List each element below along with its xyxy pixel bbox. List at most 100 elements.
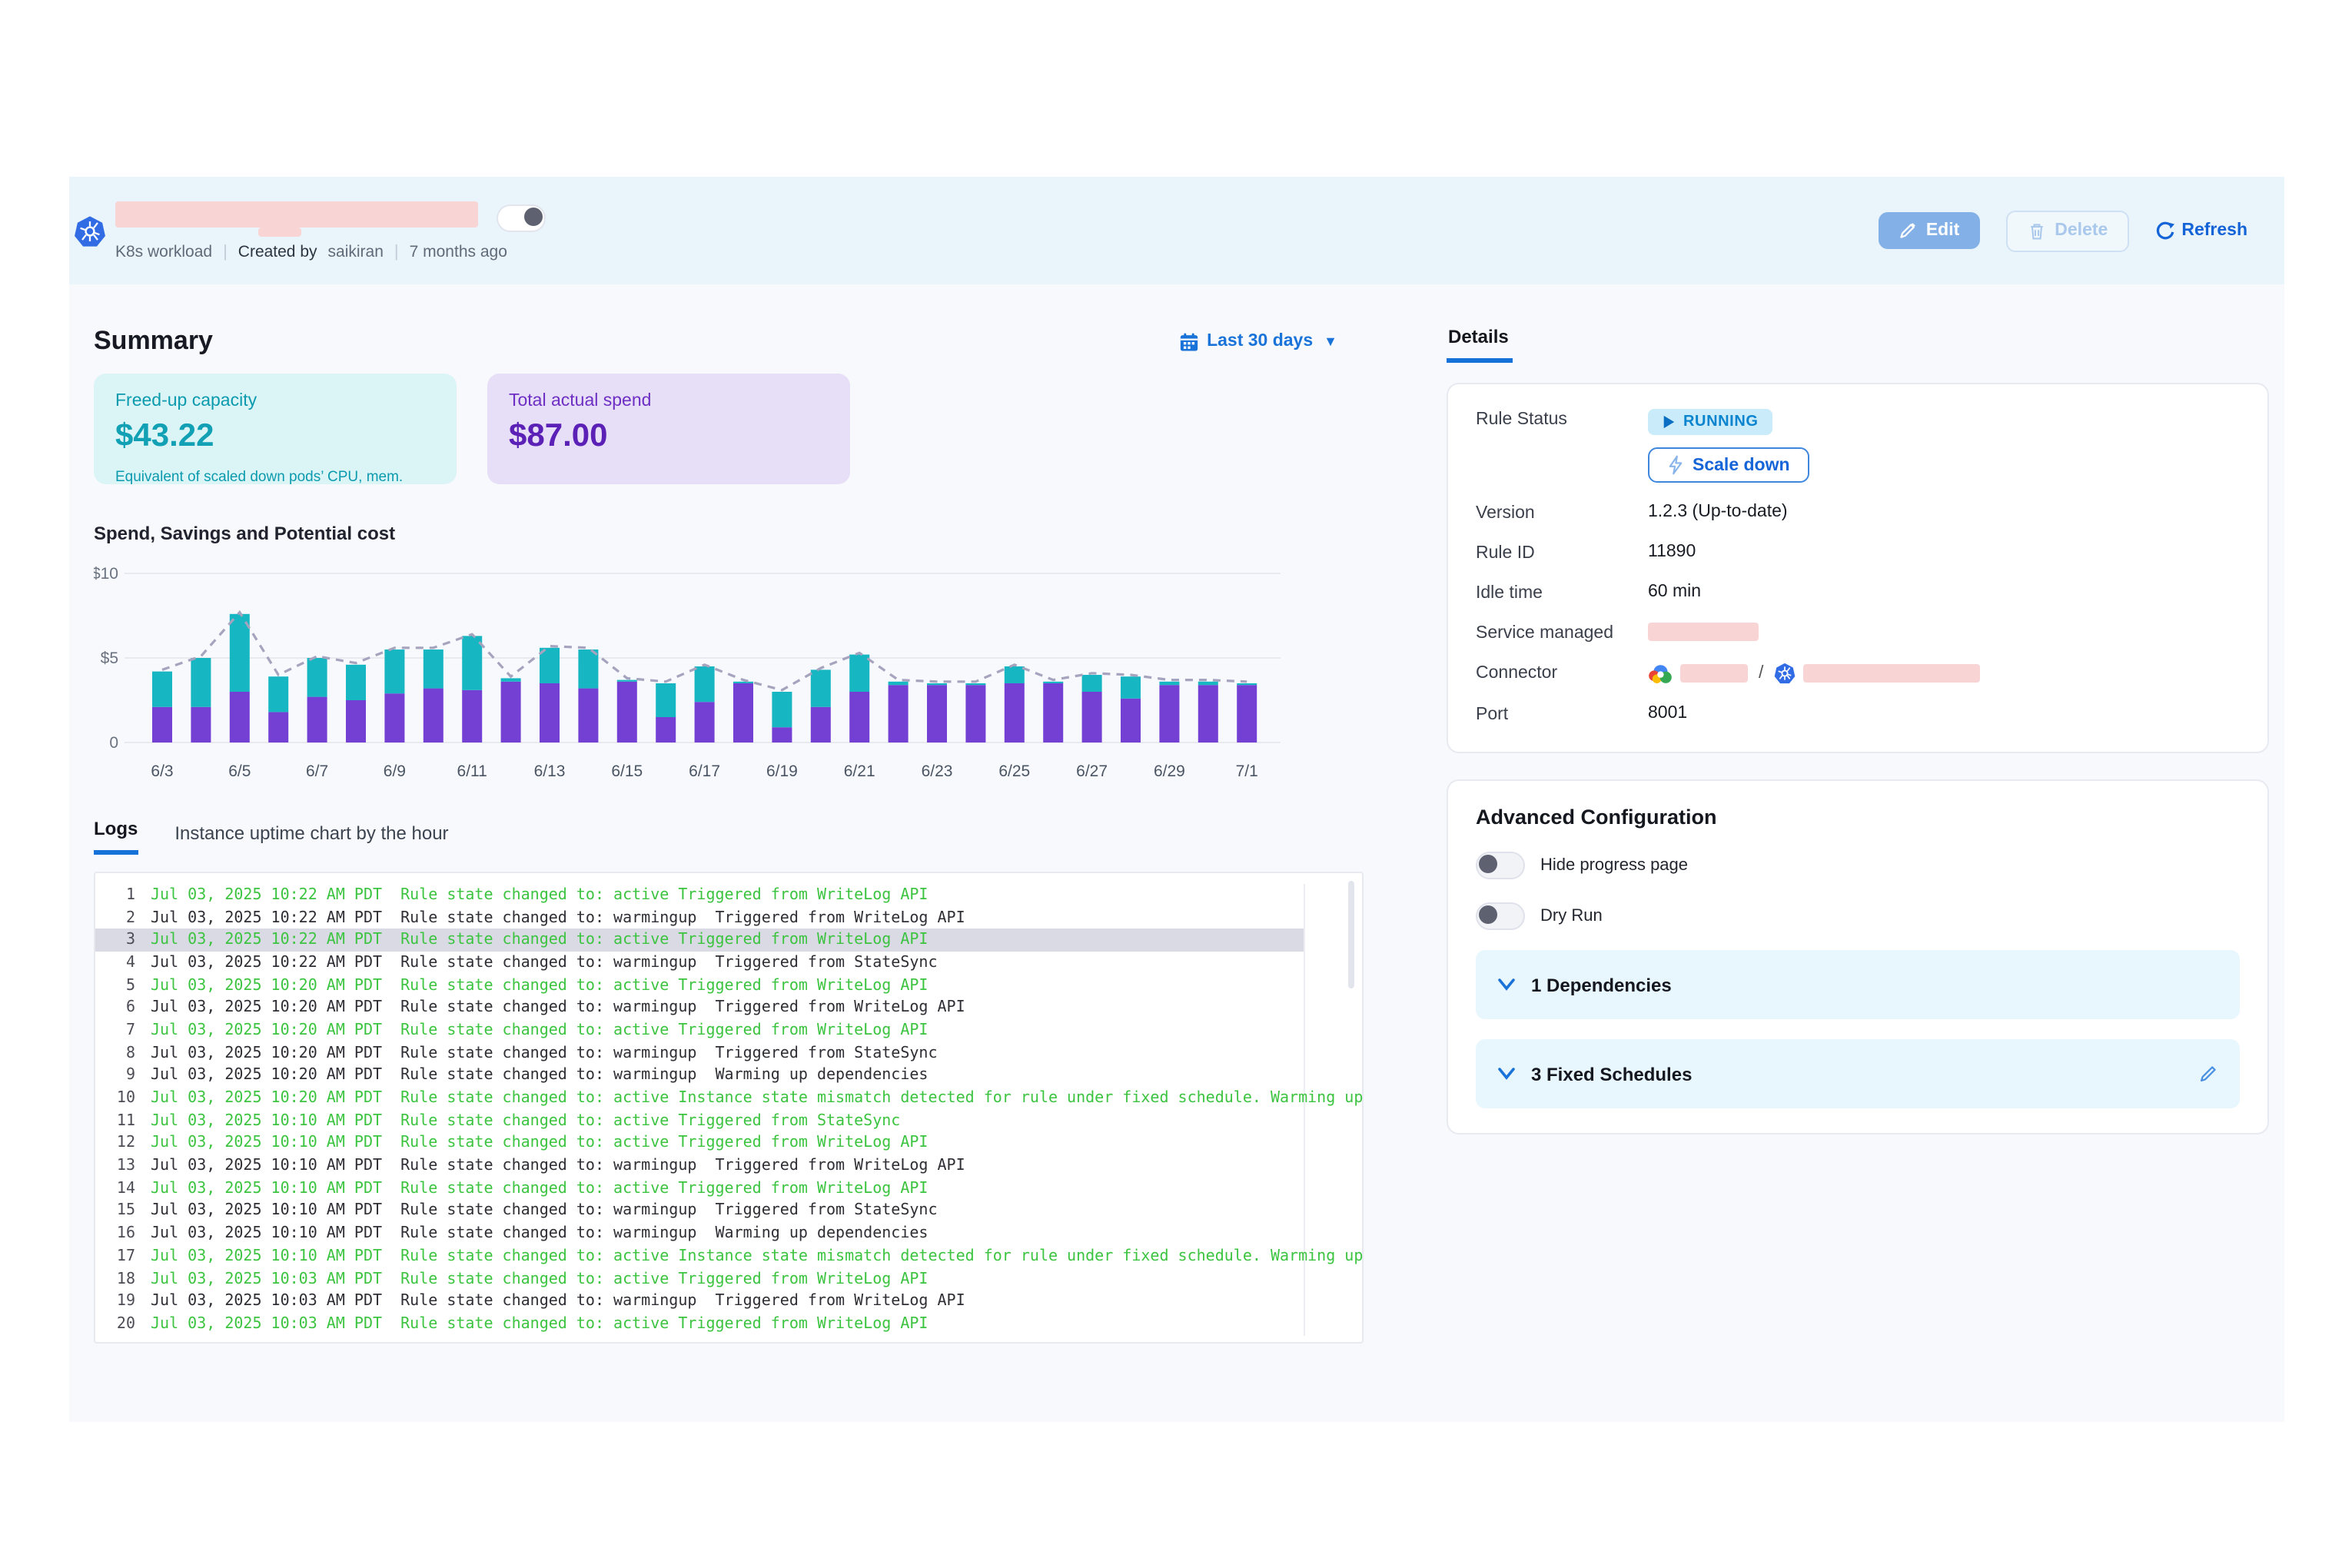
log-message: Jul 03, 2025 10:10 AM PDT Rule state cha… bbox=[151, 1202, 938, 1220]
edit-schedules-button[interactable] bbox=[2198, 1064, 2218, 1084]
meta-divider: | bbox=[223, 242, 228, 261]
tab-details[interactable]: Details bbox=[1447, 326, 1513, 363]
log-row[interactable]: 14 Jul 03, 2025 10:10 AM PDT Rule state c… bbox=[95, 1178, 1304, 1200]
log-row[interactable]: 8 Jul 03, 2025 10:20 AM PDT Rule state ch… bbox=[95, 1042, 1304, 1065]
log-row[interactable]: 17 Jul 03, 2025 10:10 AM PDT Rule state c… bbox=[95, 1245, 1363, 1267]
created-by-label: Created by bbox=[238, 242, 317, 261]
log-scrollbar[interactable] bbox=[1348, 881, 1354, 988]
svg-text:6/7: 6/7 bbox=[306, 762, 328, 780]
service-managed-redacted bbox=[1648, 623, 1759, 641]
google-cloud-icon bbox=[1649, 664, 1672, 683]
svg-text:6/17: 6/17 bbox=[689, 762, 720, 780]
card-value: $43.22 bbox=[115, 418, 214, 453]
log-line-number: 7 bbox=[125, 1022, 135, 1039]
log-message: Jul 03, 2025 10:10 AM PDT Rule state cha… bbox=[151, 1158, 965, 1175]
refresh-button[interactable]: Refresh bbox=[2155, 221, 2247, 241]
play-icon bbox=[1663, 415, 1675, 429]
freed-up-capacity-card: Freed-up capacity $43.22 Equivalent of s… bbox=[94, 374, 457, 486]
svg-text:6/15: 6/15 bbox=[611, 762, 643, 780]
scale-down-button[interactable]: Scale down bbox=[1648, 447, 1810, 483]
svg-text:7/1: 7/1 bbox=[1236, 762, 1258, 780]
tab-instance-uptime[interactable]: Instance uptime chart by the hour bbox=[174, 822, 449, 844]
log-row[interactable]: 9 Jul 03, 2025 10:20 AM PDT Rule state ch… bbox=[95, 1065, 1304, 1087]
workload-type: K8s workload bbox=[115, 242, 213, 261]
date-range-label: Last 30 days bbox=[1207, 332, 1314, 350]
connector-project-redacted bbox=[1680, 664, 1748, 683]
log-row[interactable]: 7 Jul 03, 2025 10:20 AM PDT Rule state ch… bbox=[95, 1019, 1304, 1041]
log-message: Jul 03, 2025 10:10 AM PDT Rule state cha… bbox=[151, 1112, 901, 1130]
fixed-schedules-section[interactable]: 3 Fixed Schedules bbox=[1476, 1039, 2240, 1108]
log-line-number: 11 bbox=[116, 1112, 135, 1130]
svg-text:$5: $5 bbox=[101, 649, 118, 667]
meta-divider: | bbox=[394, 242, 399, 261]
delete-button[interactable]: Delete bbox=[2005, 210, 2130, 251]
detail-label: Port bbox=[1476, 706, 1509, 724]
tab-logs[interactable]: Logs bbox=[94, 818, 138, 855]
fixed-schedules-label: 3 Fixed Schedules bbox=[1531, 1063, 1693, 1085]
log-message: Jul 03, 2025 10:03 AM PDT Rule state cha… bbox=[151, 1293, 965, 1311]
log-row[interactable]: 3 Jul 03, 2025 10:22 AM PDT Rule state ch… bbox=[95, 929, 1304, 952]
chart-title: Spend, Savings and Potential cost bbox=[94, 523, 396, 544]
log-line-number: 15 bbox=[116, 1202, 135, 1220]
calendar-icon bbox=[1180, 332, 1198, 350]
card-caption: Equivalent of scaled down pods’ CPU, mem… bbox=[115, 469, 404, 486]
dependencies-label: 1 Dependencies bbox=[1531, 974, 1672, 995]
log-row[interactable]: 20 Jul 03, 2025 10:03 AM PDT Rule state c… bbox=[95, 1313, 1304, 1335]
log-row[interactable]: 15 Jul 03, 2025 10:10 AM PDT Rule state c… bbox=[95, 1200, 1304, 1222]
log-row[interactable]: 5 Jul 03, 2025 10:20 AM PDT Rule state ch… bbox=[95, 975, 1304, 997]
log-row[interactable]: 4 Jul 03, 2025 10:22 AM PDT Rule state ch… bbox=[95, 952, 1304, 974]
log-line-number: 14 bbox=[116, 1180, 135, 1198]
details-column: Details Rule Status RUNNING bbox=[1447, 284, 2269, 1134]
log-line-number: 13 bbox=[116, 1158, 135, 1175]
log-message: Jul 03, 2025 10:22 AM PDT Rule state cha… bbox=[151, 954, 938, 972]
svg-text:6/27: 6/27 bbox=[1076, 762, 1108, 780]
edit-button[interactable]: Edit bbox=[1878, 212, 1980, 249]
svg-text:6/13: 6/13 bbox=[534, 762, 566, 780]
svg-text:6/11: 6/11 bbox=[457, 762, 487, 780]
toggle-row-hide-progress: Hide progress page bbox=[1476, 852, 2240, 879]
log-row[interactable]: 2 Jul 03, 2025 10:22 AM PDT Rule state ch… bbox=[95, 906, 1304, 929]
log-row[interactable]: 10 Jul 03, 2025 10:20 AM PDT Rule state c… bbox=[95, 1087, 1363, 1109]
summary-cards: Freed-up capacity $43.22 Equivalent of s… bbox=[94, 374, 1364, 486]
svg-text:$10: $10 bbox=[94, 565, 118, 583]
log-line-number: 4 bbox=[125, 954, 135, 972]
toggle-label: Dry Run bbox=[1540, 907, 1603, 925]
log-message: Jul 03, 2025 10:22 AM PDT Rule state cha… bbox=[151, 932, 929, 949]
refresh-button-label: Refresh bbox=[2181, 221, 2247, 240]
log-line-number: 17 bbox=[116, 1247, 135, 1265]
dependencies-section[interactable]: 1 Dependencies bbox=[1476, 950, 2240, 1019]
svg-text:6/9: 6/9 bbox=[384, 762, 406, 780]
log-row[interactable]: 12 Jul 03, 2025 10:10 AM PDT Rule state c… bbox=[95, 1132, 1304, 1154]
svg-text:6/19: 6/19 bbox=[766, 762, 798, 780]
workload-enabled-toggle[interactable] bbox=[497, 204, 546, 231]
summary-column: Summary Last 30 days ▼ Freed-up capacity… bbox=[94, 284, 1364, 1344]
toggle-knob bbox=[1479, 855, 1497, 873]
dry-run-toggle[interactable] bbox=[1476, 902, 1525, 930]
log-row[interactable]: 18 Jul 03, 2025 10:03 AM PDT Rule state c… bbox=[95, 1267, 1304, 1290]
log-message: Jul 03, 2025 10:20 AM PDT Rule state cha… bbox=[151, 1090, 1364, 1108]
log-line-number: 18 bbox=[116, 1271, 135, 1288]
log-row[interactable]: 19 Jul 03, 2025 10:03 AM PDT Rule state c… bbox=[95, 1291, 1304, 1313]
advanced-configuration-title: Advanced Configuration bbox=[1476, 806, 1717, 829]
header-actions: Edit Delete Refresh bbox=[1878, 210, 2247, 251]
detail-row-version: Version 1.2.3 (Up-to-date) bbox=[1476, 503, 2240, 523]
detail-row-rule-id: Rule ID 11890 bbox=[1476, 543, 2240, 563]
date-range-selector[interactable]: Last 30 days ▼ bbox=[1179, 331, 1337, 351]
log-message: Jul 03, 2025 10:20 AM PDT Rule state cha… bbox=[151, 977, 929, 995]
created-by-user: saikiran bbox=[327, 242, 384, 261]
log-message: Jul 03, 2025 10:20 AM PDT Rule state cha… bbox=[151, 1022, 929, 1039]
log-message: Jul 03, 2025 10:22 AM PDT Rule state cha… bbox=[151, 886, 929, 904]
card-label: Total actual spend bbox=[509, 392, 652, 410]
log-row[interactable]: 1 Jul 03, 2025 10:22 AM PDT Rule state ch… bbox=[95, 884, 1304, 906]
log-tabs: Logs Instance uptime chart by the hour bbox=[94, 818, 1364, 855]
hide-progress-toggle[interactable] bbox=[1476, 852, 1525, 879]
svg-text:6/3: 6/3 bbox=[151, 762, 173, 780]
workload-title-redacted bbox=[115, 201, 478, 227]
log-row[interactable]: 6 Jul 03, 2025 10:20 AM PDT Rule state ch… bbox=[95, 997, 1304, 1019]
log-row[interactable]: 13 Jul 03, 2025 10:10 AM PDT Rule state c… bbox=[95, 1155, 1304, 1178]
log-row[interactable]: 11 Jul 03, 2025 10:10 AM PDT Rule state c… bbox=[95, 1110, 1304, 1132]
detail-row-idle-time: Idle time 60 min bbox=[1476, 583, 2240, 603]
detail-value: 8001 bbox=[1648, 704, 1688, 723]
log-line-number: 2 bbox=[125, 909, 135, 927]
log-row[interactable]: 16 Jul 03, 2025 10:10 AM PDT Rule state c… bbox=[95, 1223, 1304, 1245]
